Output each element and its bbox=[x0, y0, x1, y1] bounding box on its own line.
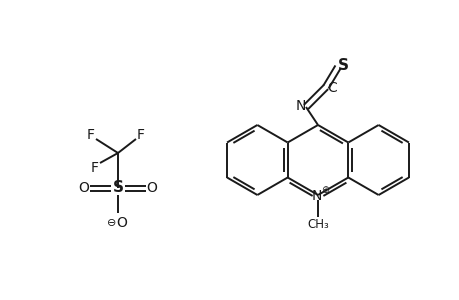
Text: S: S bbox=[112, 181, 123, 196]
Text: S: S bbox=[337, 58, 348, 73]
Text: O: O bbox=[116, 216, 127, 230]
Text: N: N bbox=[295, 99, 306, 113]
Text: CH₃: CH₃ bbox=[307, 218, 328, 232]
Text: F: F bbox=[91, 161, 99, 175]
Text: O: O bbox=[146, 181, 157, 195]
Text: ⊕: ⊕ bbox=[320, 185, 328, 195]
Text: N: N bbox=[311, 189, 321, 203]
Text: F: F bbox=[137, 128, 145, 142]
Text: F: F bbox=[87, 128, 95, 142]
Text: C: C bbox=[326, 81, 336, 95]
Text: ⊖: ⊖ bbox=[107, 218, 117, 228]
Text: O: O bbox=[78, 181, 89, 195]
